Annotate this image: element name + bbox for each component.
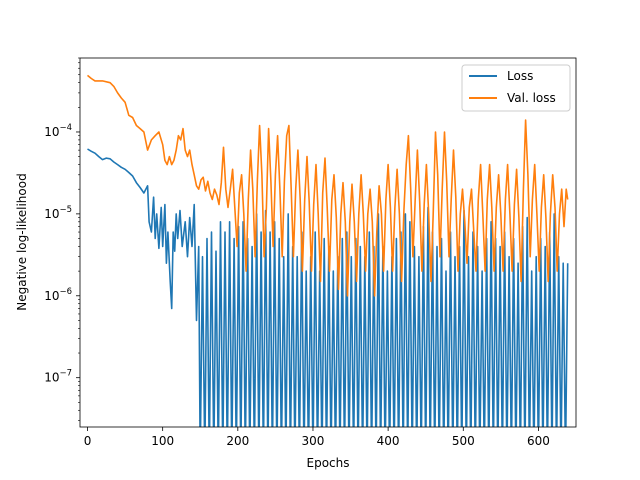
series-line-loss xyxy=(87,148,569,427)
x-tick-label: 500 xyxy=(452,434,475,448)
y-axis-label: Negative log-likelihood xyxy=(15,173,29,310)
x-tick-label: 400 xyxy=(377,434,400,448)
legend: Loss Val. loss xyxy=(461,64,571,112)
y-tick-label: 10−5 xyxy=(44,205,72,221)
plot-frame xyxy=(79,57,577,428)
x-tick-label: 200 xyxy=(226,434,249,448)
x-tick-label: 100 xyxy=(151,434,174,448)
legend-label-loss: Loss xyxy=(507,69,533,83)
x-tick-label: 600 xyxy=(527,434,550,448)
x-axis-label: Epochs xyxy=(307,456,350,470)
x-axis: 0 100 200 300 400 500 600 xyxy=(84,427,550,448)
y-axis: 10−7 10−6 10−5 10−4 xyxy=(44,57,80,421)
x-tick-label: 0 xyxy=(84,434,92,448)
y-tick-label: 10−7 xyxy=(44,369,72,385)
y-tick-label: 10−4 xyxy=(44,123,72,139)
series-layer xyxy=(86,74,569,427)
series-line-val-loss xyxy=(86,74,569,297)
y-tick-label: 10−6 xyxy=(44,287,72,303)
x-tick-label: 300 xyxy=(302,434,325,448)
legend-label-val-loss: Val. loss xyxy=(507,91,556,105)
